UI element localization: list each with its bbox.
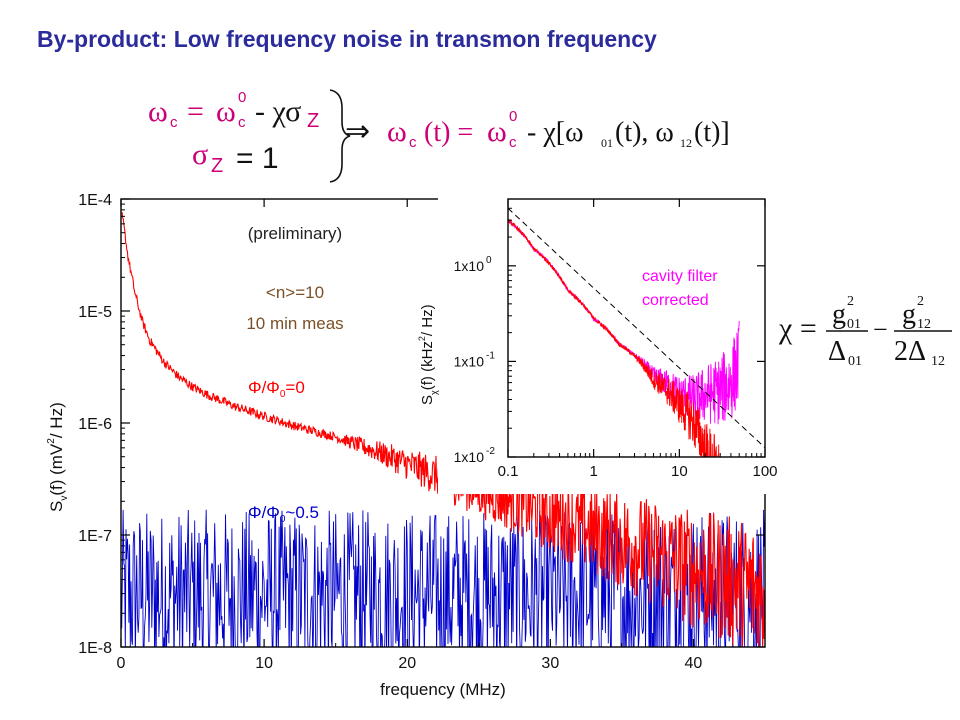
slide-title: By-product: Low frequency noise in trans… <box>37 26 657 52</box>
chi-den1: Δ <box>828 336 846 367</box>
chi-formula: χ = g 2 01 Δ 01 − g 2 12 2Δ 12 <box>778 294 952 369</box>
eq3-rhs-sub: c <box>509 134 517 151</box>
chi-den2: 2Δ <box>894 336 926 367</box>
main-ytick-label: 1E-6 <box>78 416 112 433</box>
inset-fit-line <box>508 207 765 449</box>
eq1-tail: - χσ <box>255 95 301 128</box>
chi-den2-sub: 12 <box>931 354 945 369</box>
main-xtick-label: 0 <box>117 655 126 672</box>
eq3-lhs: ω <box>387 115 407 148</box>
inset-corr-label-2: corrected <box>642 292 709 309</box>
eq3-rhs-sup: 0 <box>509 108 517 125</box>
main-xtick-label: 20 <box>398 655 416 672</box>
main-xlabel: frequency (MHz) <box>380 680 506 699</box>
main-xtick-label: 40 <box>685 655 703 672</box>
eq1-rhs-sup: 0 <box>238 89 246 106</box>
inset-series-raw <box>508 218 720 457</box>
chi-den1-sub: 01 <box>848 354 862 369</box>
eq1-rhs-sub: c <box>238 114 246 131</box>
equations-block: ω c = ω c 0 - χσ Z σ Z = 1 ⇒ ω c (t) = ω… <box>148 89 730 183</box>
inset-ytick-label: 1x10 <box>454 258 485 274</box>
eq3-t: (t) = <box>424 117 473 148</box>
series-phihalf-line <box>121 509 765 647</box>
eq3-tail: - χ[ω <box>527 117 584 148</box>
eq1-equals: = <box>187 95 204 128</box>
chi-num1-sup: 2 <box>847 294 854 309</box>
main-xtick-label: 30 <box>541 655 559 672</box>
eq1-lhs: ω <box>148 95 168 128</box>
eq2-rhs: = 1 <box>236 142 279 175</box>
brace-icon <box>329 89 351 183</box>
inset-ytick-exp: 0 <box>486 255 492 266</box>
preliminary-note: (preliminary) <box>248 224 342 243</box>
chi-num2-sup: 2 <box>917 294 924 309</box>
main-ytick-label: 1E-4 <box>78 192 112 209</box>
chi-num1: g <box>832 299 846 330</box>
main-ytick-label: 1E-8 <box>78 640 112 657</box>
meas-time-note: 10 min meas <box>246 314 343 333</box>
eq1-tail-sub: Z <box>307 110 319 132</box>
n-avg-note: <n>=10 <box>266 283 324 302</box>
legend-phihalf: Φ/Φ0~0.5 <box>248 503 319 525</box>
inset-xtick-label: 10 <box>671 463 688 480</box>
inset-ytick-label: 1x10 <box>454 353 485 369</box>
chi-num2: g <box>902 299 916 330</box>
eq3-rhs: ω <box>487 115 507 148</box>
chi-num2-sub: 12 <box>917 317 931 332</box>
eq1-lhs-sub: c <box>170 114 178 131</box>
eq3-tail-end: (t)] <box>694 117 730 148</box>
eq3-tail-sub1: 01 <box>601 136 613 150</box>
inset-plot-series <box>508 207 765 457</box>
legend-phi0: Φ/Φ0=0 <box>248 378 305 400</box>
inset-xtick-label: 1 <box>589 463 597 480</box>
svg-text:Sχ(f) (kHz2/ Hz): Sχ(f) (kHz2/ Hz) <box>417 304 439 405</box>
eq2-lhs-sub: Z <box>211 155 223 177</box>
chi-lhs: χ = <box>778 312 817 345</box>
inset-corr-label-1: cavity filter <box>642 268 718 285</box>
main-ytick-label: 1E-5 <box>78 304 112 321</box>
eq3-tail-mid: (t), ω <box>615 117 674 148</box>
inset-xtick-label: 100 <box>752 463 777 480</box>
eq2-lhs: σ <box>192 138 208 171</box>
chi-num1-sub: 01 <box>847 317 861 332</box>
eq3-tail-sub2: 12 <box>680 136 692 150</box>
eq3-lhs-sub: c <box>409 134 417 151</box>
inset-ytick-label: 1x10 <box>454 449 485 465</box>
inset-ytick-exp: -2 <box>486 446 495 457</box>
inset-plot-frame <box>507 198 766 458</box>
main-ylabel: Sv(f) (mV2/ Hz) <box>46 402 70 512</box>
main-xtick-label: 10 <box>255 655 273 672</box>
inset-ytick-exp: -1 <box>486 350 495 361</box>
svg-text:Sv(f) (mV2/ Hz): Sv(f) (mV2/ Hz) <box>46 402 70 512</box>
main-ytick-label: 1E-7 <box>78 528 112 545</box>
inset-background <box>438 188 778 494</box>
chi-minus: − <box>873 315 888 344</box>
eq1-rhs: ω <box>216 95 236 128</box>
inset-ylabel: Sχ(f) (kHz2/ Hz) <box>417 304 439 405</box>
implies-icon: ⇒ <box>345 115 370 148</box>
inset-xtick-label: 0.1 <box>498 463 519 480</box>
